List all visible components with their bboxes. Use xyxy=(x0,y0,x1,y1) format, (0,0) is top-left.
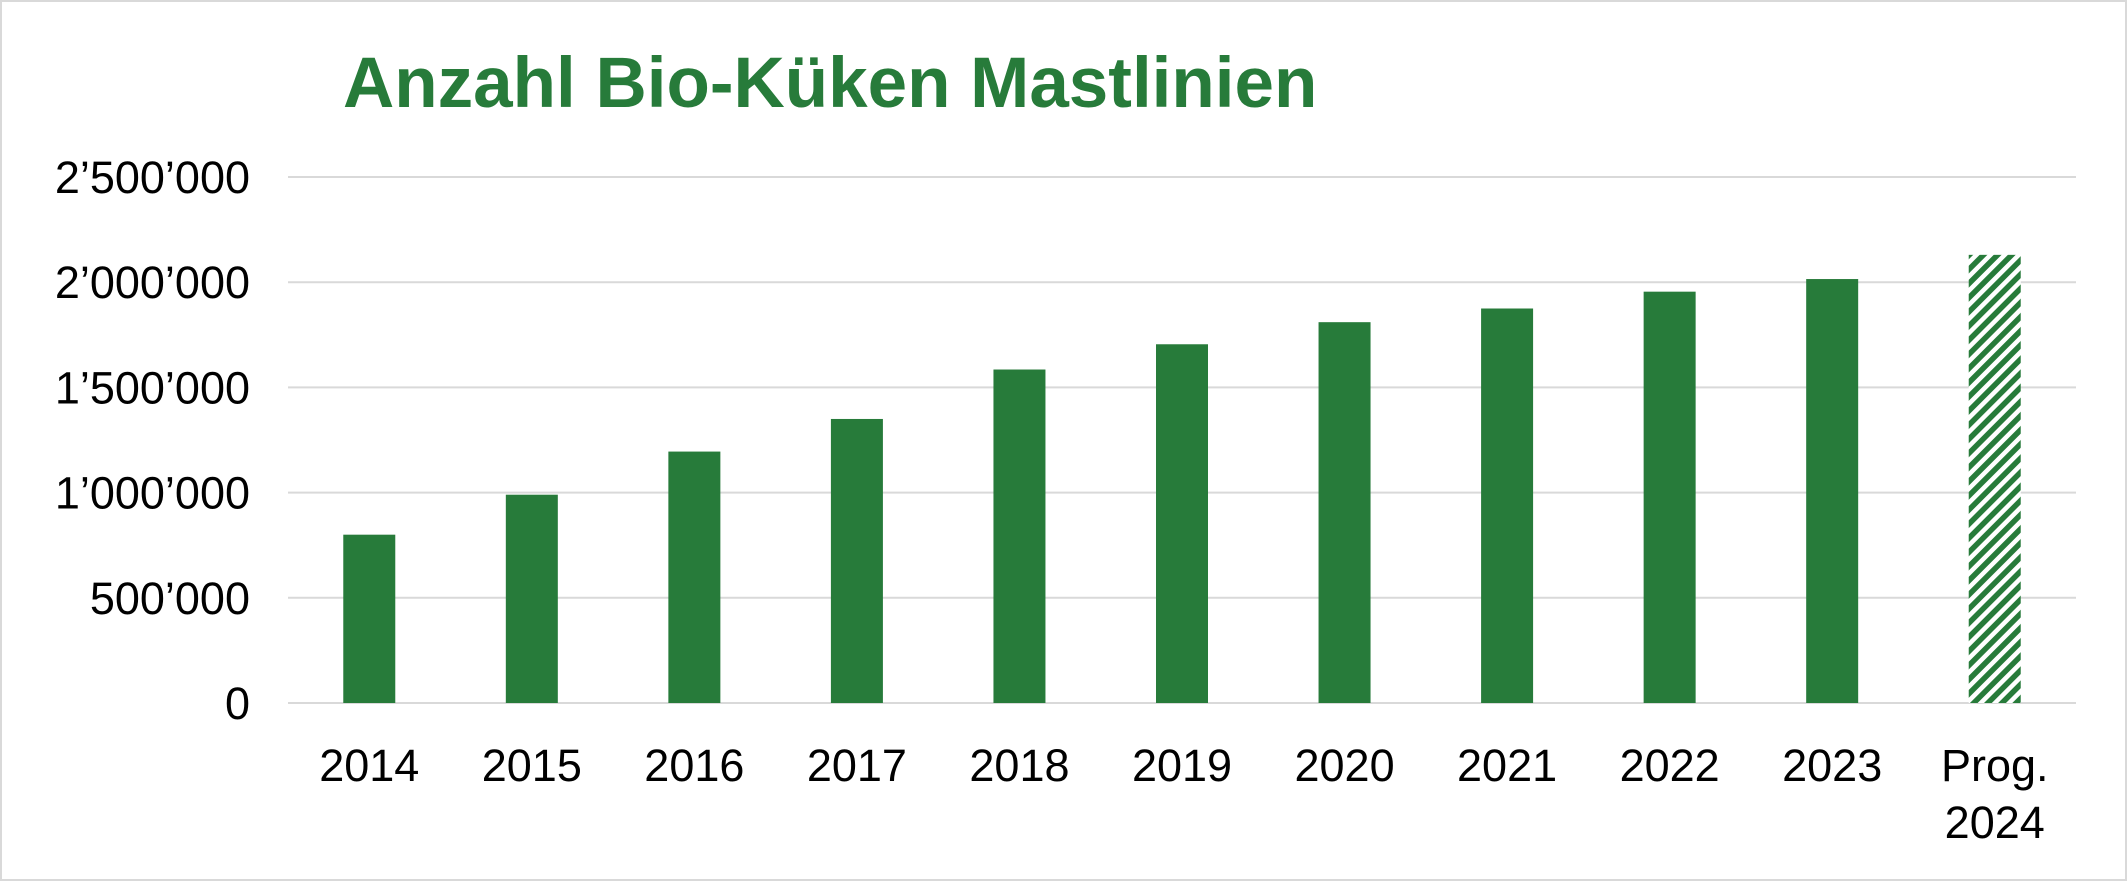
y-tick-label: 0 xyxy=(225,678,250,729)
x-axis-tick-labels: 2014 2015 2016 2017 2018 2019 2020 2021 2022 2023… xyxy=(319,740,2048,848)
x-tick-label: 2017 xyxy=(807,740,907,791)
bar xyxy=(993,369,1046,703)
y-tick-label: 1’500’000 xyxy=(55,362,250,413)
bar xyxy=(830,418,883,703)
bar xyxy=(1156,344,1208,703)
x-tick-label: 2021 xyxy=(1457,740,1557,791)
bar-forecast xyxy=(1968,254,2021,703)
bar xyxy=(1643,291,1696,703)
x-tick-label: 2023 xyxy=(1782,740,1882,791)
bar xyxy=(505,494,558,703)
bar xyxy=(1318,322,1371,703)
x-tick-label: 2014 xyxy=(319,740,419,791)
bar xyxy=(343,534,396,703)
y-tick-label: 1’000’000 xyxy=(55,468,250,519)
y-tick-label: 500’000 xyxy=(90,573,250,624)
x-tick-label: 2020 xyxy=(1294,740,1394,791)
y-tick-label: 2’000’000 xyxy=(55,257,250,308)
y-tick-label: 2’500’000 xyxy=(55,152,250,203)
x-tick-label: 2024 xyxy=(1945,797,2045,848)
y-axis-tick-labels: 0 500’000 1’000’000 1’500’000 2’000’000 2’500… xyxy=(55,152,250,729)
x-tick-label: 2022 xyxy=(1620,740,1720,791)
x-tick-label: 2019 xyxy=(1132,740,1232,791)
bar xyxy=(1806,279,1859,703)
x-tick-label: 2016 xyxy=(644,740,744,791)
bar xyxy=(668,451,721,703)
bars xyxy=(343,254,2021,703)
bar xyxy=(1481,308,1534,703)
chart-title: Anzahl Bio-Küken Mastlinien xyxy=(343,44,1318,123)
x-tick-label: Prog. xyxy=(1941,740,2049,791)
x-tick-label: 2018 xyxy=(969,740,1069,791)
x-tick-label: 2015 xyxy=(482,740,582,791)
